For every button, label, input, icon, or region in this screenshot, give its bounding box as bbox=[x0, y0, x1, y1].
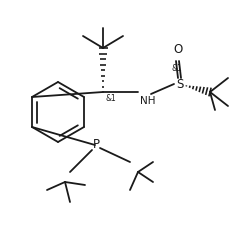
Text: S: S bbox=[176, 78, 184, 91]
Text: O: O bbox=[174, 43, 182, 56]
Text: &1: &1 bbox=[171, 64, 182, 73]
Text: &1: &1 bbox=[106, 94, 117, 103]
Text: NH: NH bbox=[140, 96, 156, 106]
Text: P: P bbox=[92, 138, 100, 151]
